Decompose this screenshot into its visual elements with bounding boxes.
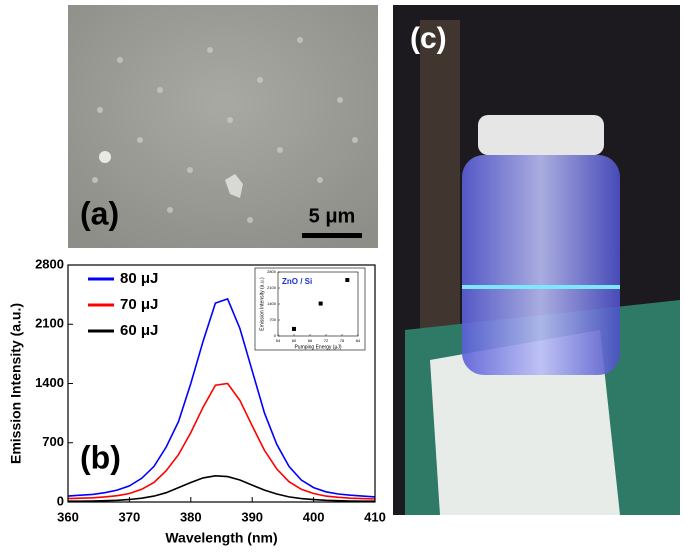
x-tick-label: 410 xyxy=(364,509,386,524)
legend-label: 80 μJ xyxy=(120,270,158,287)
chart: 360 370 380 390 400 410 0 700 1400 2100 2800 Wavele… xyxy=(8,256,386,545)
legend-label: 70 μJ xyxy=(120,296,158,313)
data-line xyxy=(67,382,376,500)
data-line xyxy=(67,297,376,498)
x-tick-label: 370 xyxy=(119,509,141,524)
vial-photo: (c) xyxy=(393,5,680,515)
y-tick-label: 2100 xyxy=(35,316,64,331)
sem-image: (a) 5 μm xyxy=(68,5,378,248)
x-tick-label: 54 xyxy=(276,338,281,343)
x-tick-label: 400 xyxy=(303,509,325,524)
scale-bar xyxy=(302,233,362,238)
y-tick-label: 0 xyxy=(57,493,64,508)
y-tick-label: 700 xyxy=(42,434,64,449)
x-tick-label: 390 xyxy=(241,509,263,524)
panel-label: (c) xyxy=(410,22,447,55)
annotation: ZnO / Si xyxy=(282,277,312,286)
data-line xyxy=(68,474,375,502)
legend-label: 60 μJ xyxy=(120,322,158,339)
panel-label: (b) xyxy=(80,439,121,475)
y-axis-title: Emission Intensity (a.u.) xyxy=(8,303,24,464)
y-tick-label: 1400 xyxy=(267,301,277,306)
data-point xyxy=(345,278,350,282)
x-tick-label: 60 xyxy=(292,338,297,343)
x-tick-label: 66 xyxy=(308,338,313,343)
y-tick-label: 0 xyxy=(274,333,277,338)
data-point xyxy=(292,326,296,331)
y-tick-label: 2800 xyxy=(267,269,277,274)
panel-label: (a) xyxy=(80,195,119,231)
x-tick-label: 72 xyxy=(324,338,329,343)
x-axis-title: Wavelength (nm) xyxy=(165,530,277,546)
y-tick-label: 1400 xyxy=(35,375,64,390)
scale-bar-label: 5 μm xyxy=(309,205,356,227)
x-tick-label: 78 xyxy=(340,338,345,343)
y-tick-label: 2100 xyxy=(267,285,277,290)
x-tick-label: 84 xyxy=(356,338,361,343)
x-tick-label: 360 xyxy=(57,509,79,524)
y-tick-label: 2800 xyxy=(35,256,64,271)
x-tick-label: 380 xyxy=(180,509,202,524)
data-point xyxy=(318,301,323,306)
y-axis-title: Emission Intensity (a.u.) xyxy=(259,277,265,331)
y-tick-label: 700 xyxy=(269,317,276,322)
x-axis-title: Pumping Energy (μJ) xyxy=(294,344,341,350)
